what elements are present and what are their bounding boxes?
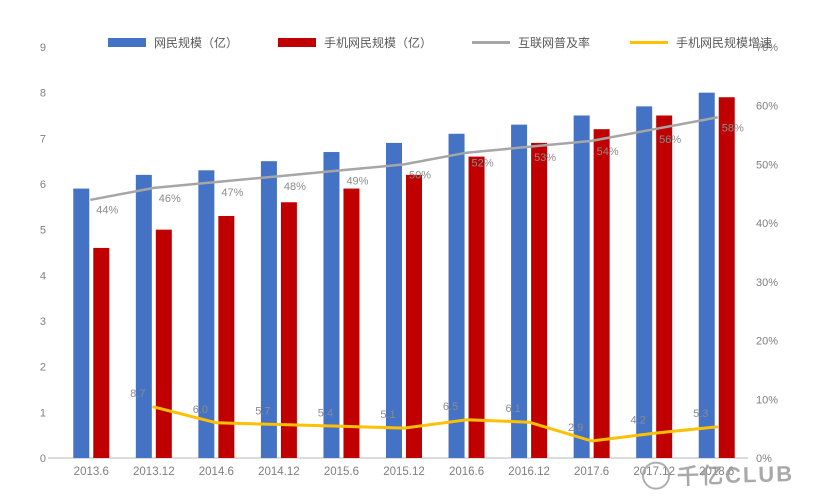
x-axis-label: 2013.12 — [133, 466, 175, 478]
netizen-bar — [198, 170, 215, 459]
netizen-bar — [698, 92, 715, 459]
x-axis-label: 2015.12 — [383, 466, 425, 478]
penetration-label: 58% — [722, 122, 744, 134]
netizen-bar — [260, 161, 277, 458]
legend-label: 手机网民规模增速 — [676, 36, 773, 50]
growth-label: 5.4 — [318, 407, 333, 419]
x-axis-label: 2016.12 — [508, 466, 550, 478]
x-axis-label: 2014.6 — [199, 466, 234, 478]
chart-legend: 网民规模（亿） 手机网民规模（亿） 互联网普及率 手机网民规模增速 — [108, 34, 772, 51]
left-axis-tick: 5 — [40, 225, 46, 237]
x-axis-label: 2013.6 — [74, 466, 109, 478]
mobile-netizen-bar — [280, 202, 297, 458]
penetration-label: 46% — [159, 193, 181, 205]
left-axis-tick: 3 — [40, 316, 46, 328]
legend-label: 手机网民规模（亿） — [324, 36, 433, 50]
netizen-bar — [448, 133, 465, 458]
growth-label: 6.0 — [193, 404, 208, 416]
legend-item-0: 网民规模（亿） — [108, 34, 238, 51]
left-axis-tick: 1 — [40, 407, 46, 419]
legend-item-3: 手机网民规模增速 — [630, 34, 772, 51]
right-axis-tick: 20% — [756, 336, 778, 348]
mobile-netizen-bar — [531, 142, 548, 458]
right-axis-tick: 40% — [756, 218, 778, 230]
netizen-bar — [386, 142, 402, 458]
legend-label: 互联网普及率 — [518, 36, 591, 50]
growth-label: 6.1 — [505, 403, 520, 415]
growth-label: 5.1 — [380, 409, 395, 421]
netizen-bar — [573, 115, 590, 458]
legend-item-1: 手机网民规模（亿） — [278, 34, 432, 51]
legend-item-2: 互联网普及率 — [472, 34, 590, 51]
x-axis-label: 2014.12 — [258, 466, 300, 478]
penetration-label: 54% — [597, 146, 619, 158]
x-axis-label: 2017.6 — [574, 466, 609, 478]
right-axis-tick: 10% — [756, 394, 778, 406]
penetration-label: 47% — [221, 187, 243, 199]
watermark-text: 千亿CLUB — [676, 461, 795, 490]
mobile-netizen-bar — [656, 115, 673, 458]
mobile-netizen-bar — [218, 215, 235, 458]
growth-label: 8.7 — [130, 388, 145, 400]
penetration-label: 50% — [409, 169, 431, 181]
x-axis-label: 2017.12 — [633, 466, 675, 478]
mobile-netizen-bar — [155, 229, 172, 458]
growth-line — [152, 405, 719, 443]
left-axis-tick: 9 — [40, 42, 46, 54]
growth-label: 4.2 — [631, 414, 646, 426]
legend-swatch-icon — [278, 38, 317, 47]
right-axis-tick: 50% — [756, 159, 778, 171]
left-axis-tick: 8 — [40, 88, 46, 100]
x-axis-label: 2016.6 — [449, 466, 484, 478]
netizen-bar — [135, 174, 152, 458]
mobile-netizen-bar — [718, 97, 735, 458]
penetration-label: 48% — [284, 181, 306, 193]
netizen-bar — [323, 152, 340, 459]
netizen-bar — [636, 106, 653, 458]
mobile-netizen-bar — [593, 129, 610, 458]
mobile-netizen-bar — [93, 247, 110, 458]
mobile-netizen-bar — [468, 156, 485, 458]
legend-swatch-icon — [472, 41, 511, 44]
growth-label: 6.5 — [443, 401, 458, 413]
legend-swatch-icon — [108, 38, 146, 47]
right-axis-tick: 60% — [756, 101, 778, 113]
growth-label: 5.3 — [693, 408, 708, 420]
right-axis-tick: 30% — [756, 277, 778, 289]
mobile-netizen-bar — [343, 188, 360, 459]
mobile-netizen-bar — [406, 174, 422, 458]
growth-label: 5.7 — [255, 406, 270, 418]
x-axis-label: 2018.6 — [699, 466, 734, 478]
netizen-bar — [511, 124, 528, 458]
netizen-bar — [73, 188, 90, 459]
left-axis-tick: 6 — [40, 179, 46, 191]
penetration-label: 44% — [96, 205, 118, 217]
growth-label: 2.9 — [568, 422, 583, 434]
left-axis-tick: 4 — [40, 270, 46, 282]
left-axis-tick: 2 — [40, 362, 46, 374]
right-axis-tick: 70% — [756, 42, 778, 54]
scribble-circle-icon — [641, 461, 671, 490]
penetration-label: 52% — [472, 158, 494, 170]
x-axis-label: 2015.6 — [324, 466, 359, 478]
penetration-label: 53% — [534, 152, 556, 164]
penetration-label: 56% — [659, 134, 681, 146]
penetration-label: 49% — [346, 175, 368, 187]
left-axis-tick: 0 — [40, 453, 46, 465]
right-axis-tick: 0% — [756, 453, 772, 465]
legend-swatch-icon — [630, 41, 669, 44]
left-axis-tick: 7 — [40, 133, 46, 145]
watermark: 千亿CLUB — [641, 456, 794, 492]
penetration-line — [90, 116, 718, 201]
legend-label: 网民规模（亿） — [154, 36, 239, 50]
